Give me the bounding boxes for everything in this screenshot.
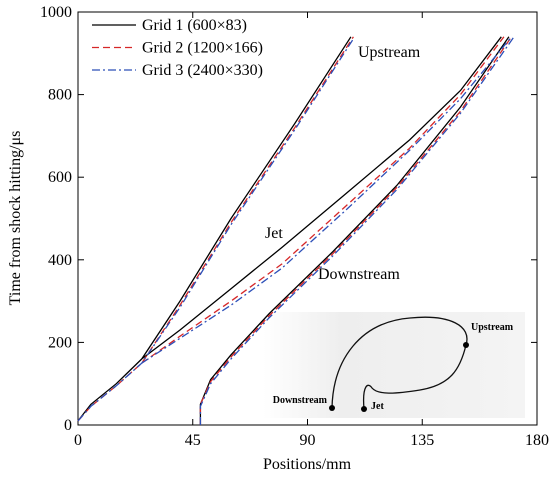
y-tick-label: 800	[48, 87, 72, 104]
x-tick-label: 180	[525, 432, 549, 449]
inset-label: Downstream	[273, 395, 328, 406]
x-tick-label: 45	[185, 432, 201, 449]
x-axis-label: Positions/mm	[263, 456, 352, 473]
y-tick-label: 600	[48, 169, 72, 186]
y-tick-label: 200	[48, 334, 72, 351]
inset-label: Upstream	[471, 322, 514, 333]
annotation: Upstream	[358, 44, 421, 61]
y-tick-label: 1000	[40, 4, 72, 21]
series-line	[77, 36, 515, 425]
y-tick-label: 400	[48, 252, 72, 269]
inset-diagram: Upstream Jet Downstream	[263, 312, 525, 418]
annotation: Downstream	[318, 266, 400, 283]
annotation: Jet	[265, 225, 283, 242]
inset-dot	[329, 405, 335, 411]
legend-label: Grid 3 (2400×330)	[142, 62, 263, 79]
x-tick-label: 0	[74, 432, 82, 449]
inset-curve	[331, 316, 468, 410]
legend-label: Grid 2 (1200×166)	[142, 40, 263, 57]
series-line	[77, 36, 510, 425]
inset-background	[263, 312, 525, 418]
x-tick-label: 135	[410, 432, 434, 449]
inset-dot	[463, 342, 469, 348]
x-tick-label: 90	[300, 432, 316, 449]
legend-label: Grid 1 (600×83)	[142, 17, 247, 34]
y-tick-label: 0	[64, 417, 72, 434]
y-axis-label: Time from shock hitting/μs	[7, 131, 24, 306]
inset-label: Jet	[371, 401, 384, 412]
inset-dot	[361, 406, 367, 412]
series-line	[77, 36, 513, 425]
